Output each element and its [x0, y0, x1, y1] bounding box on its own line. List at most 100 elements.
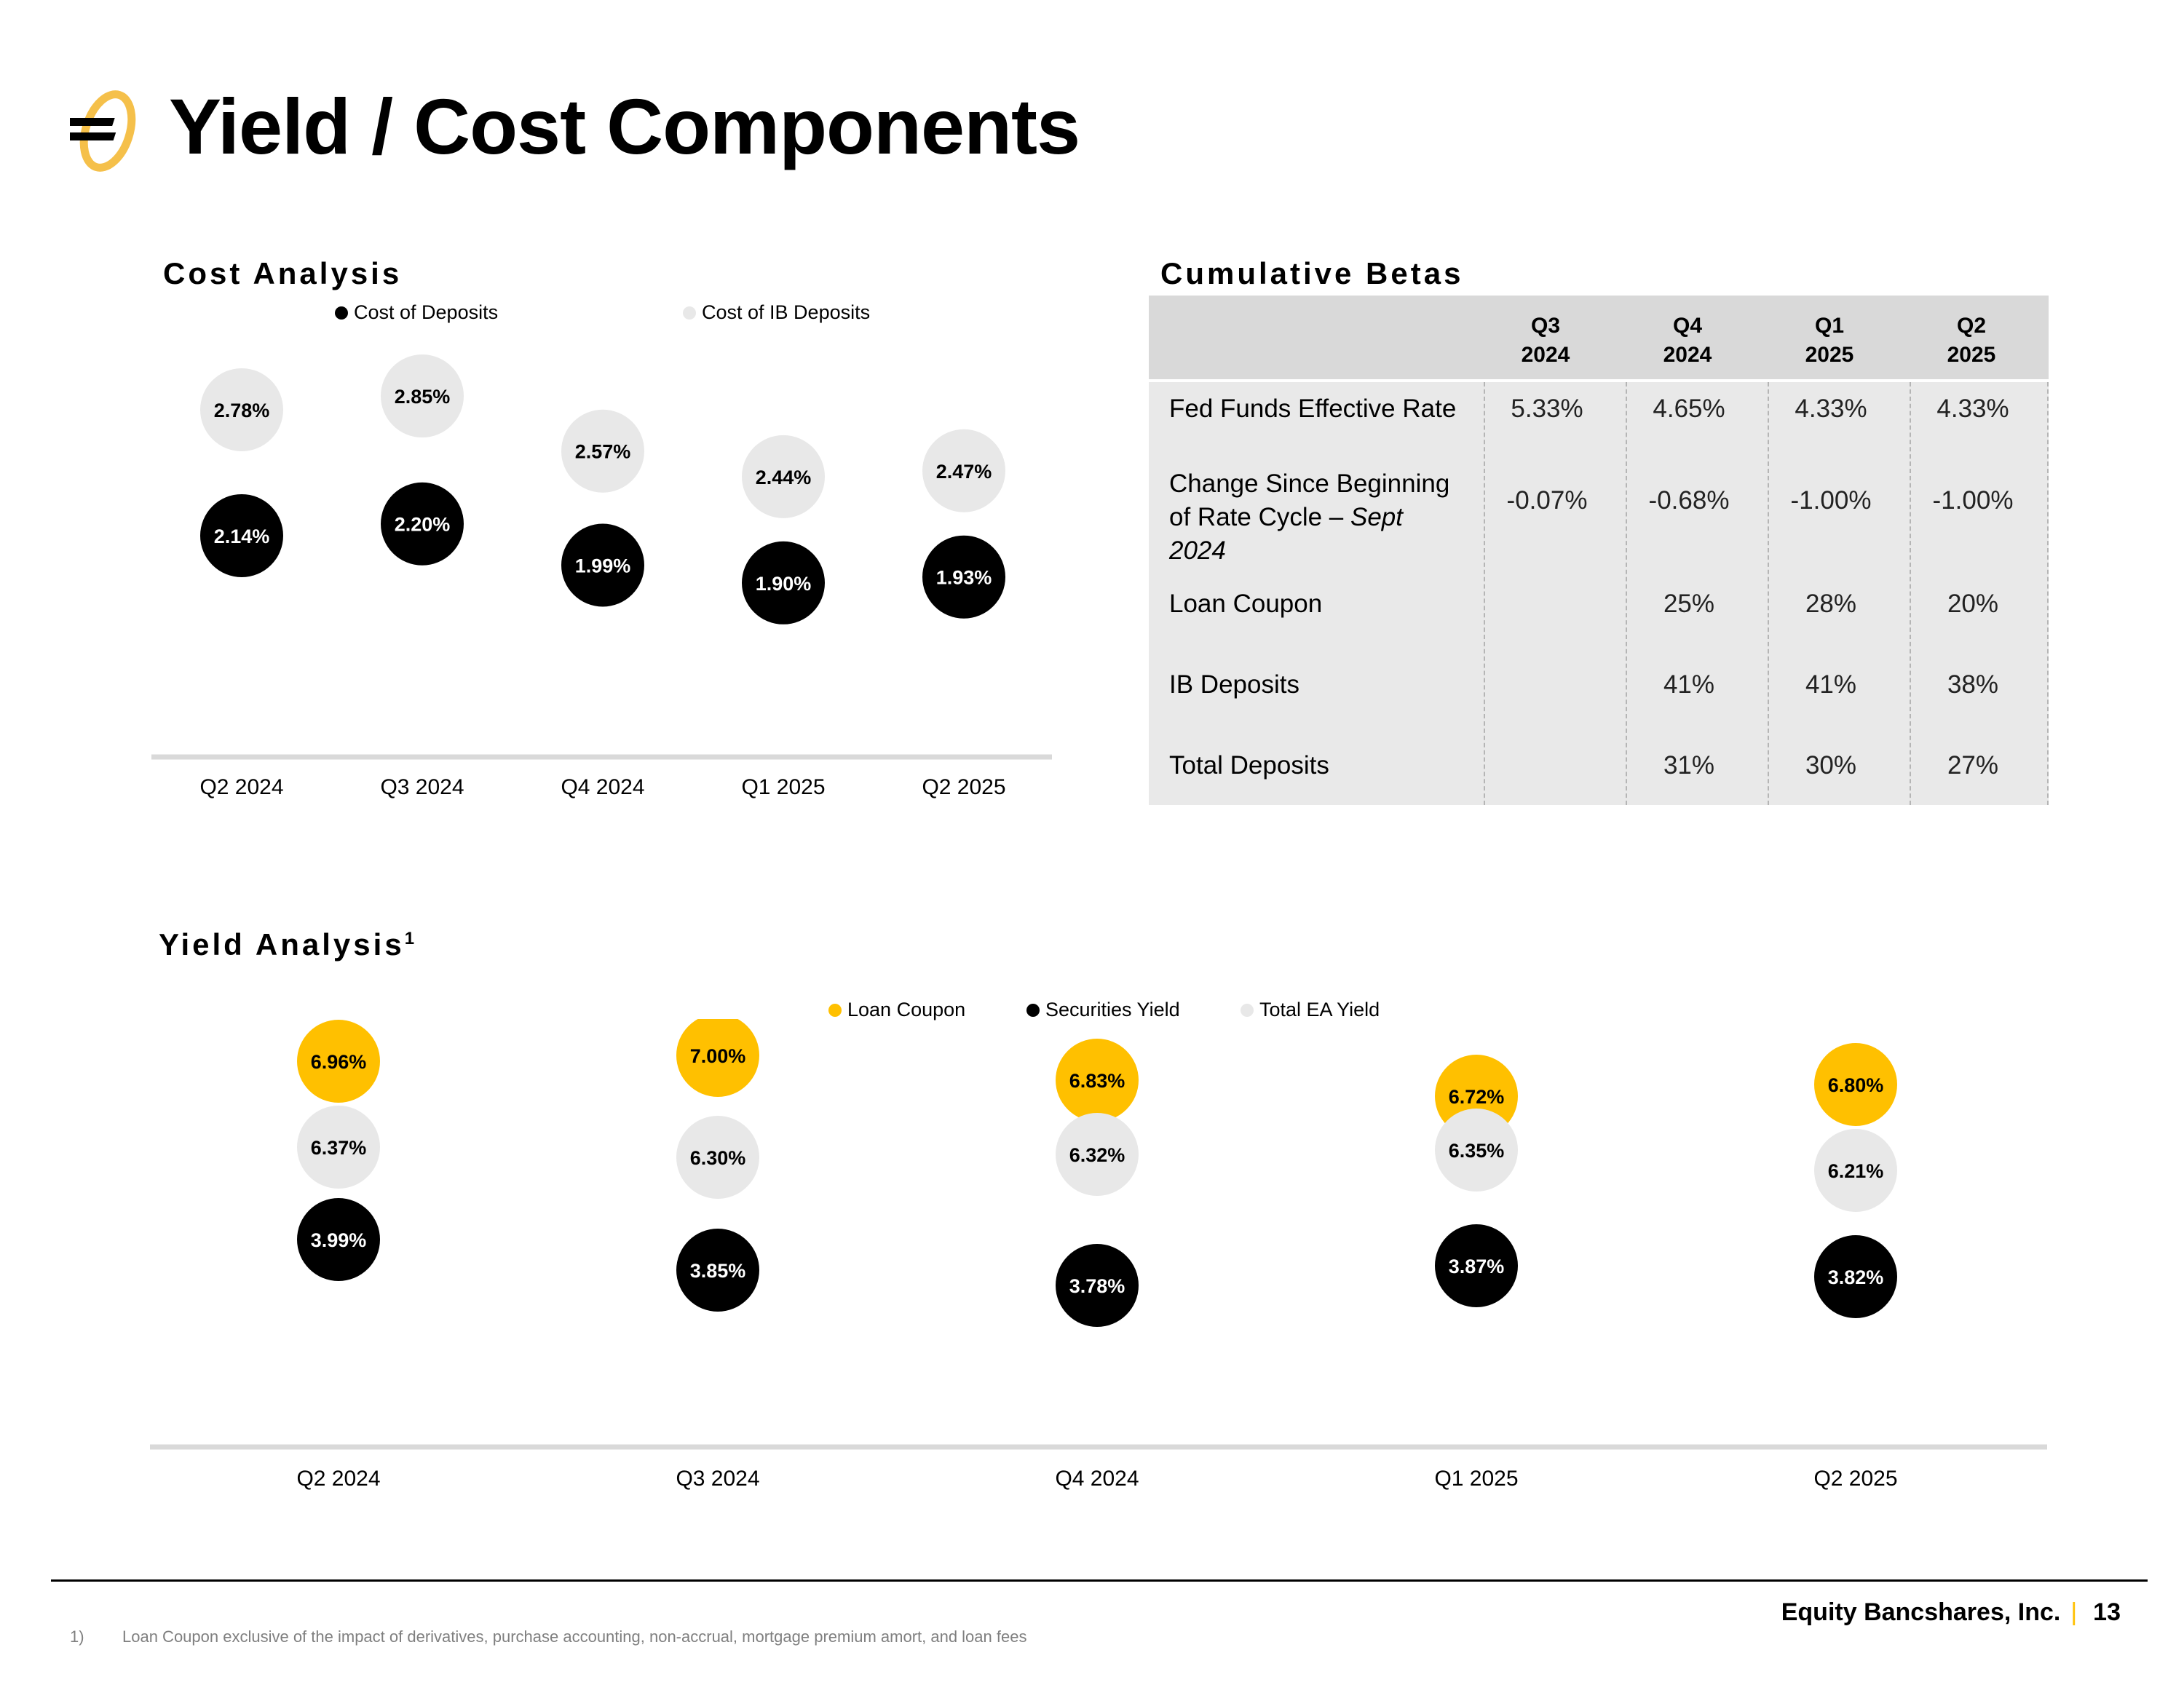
point-total-ea-yield	[1435, 1109, 1518, 1192]
point-cost-of-deposits	[381, 482, 464, 566]
table-cell: 4.33%	[1936, 395, 2009, 423]
column-divider	[2047, 382, 2049, 805]
data-label: 6.35%	[1449, 1140, 1505, 1162]
point-securities-yield	[297, 1198, 380, 1281]
table-cell: 38%	[1947, 670, 1999, 699]
legend-securities-yield: Securities Yield	[1026, 999, 1180, 1021]
footer-separator: |	[2070, 1598, 2078, 1626]
table-cell: -1.00%	[1932, 486, 2014, 515]
data-label: 1.99%	[575, 555, 631, 576]
data-label: 2.57%	[575, 441, 631, 463]
table-cell: -0.07%	[1506, 486, 1588, 515]
cost-analysis-title: Cost Analysis	[163, 256, 403, 290]
data-label: 6.37%	[311, 1137, 367, 1159]
point-total-ea-yield	[676, 1116, 759, 1199]
footer-company: Equity Bancshares, Inc.	[1781, 1598, 2061, 1626]
legend-label: Cost of Deposits	[354, 301, 499, 323]
x-tick-label: Q1 2025	[741, 775, 825, 799]
point-total-ea-yield	[1056, 1113, 1139, 1196]
table-cell: 31%	[1663, 751, 1715, 780]
column-header: Q2 2025	[1947, 314, 1996, 367]
legend-total-ea-yield: Total EA Yield	[1241, 999, 1380, 1021]
point-cost-of-deposits	[922, 535, 1005, 619]
x-tick-label: Q2 2025	[922, 775, 1005, 799]
column-divider	[1768, 382, 1769, 805]
legend-dot-icon	[683, 306, 696, 320]
table-cell: 4.65%	[1653, 395, 1725, 423]
data-label: 3.78%	[1069, 1275, 1125, 1297]
point-securities-yield	[1435, 1224, 1518, 1307]
point-cost-of-ib-deposits	[742, 435, 825, 518]
data-label: 6.80%	[1828, 1074, 1884, 1096]
x-tick-label: Q1 2025	[1434, 1467, 1518, 1491]
table-cell: 25%	[1663, 590, 1715, 618]
table-cell: 4.33%	[1795, 395, 1867, 423]
row-label-total-deposits: Total Deposits	[1169, 751, 1329, 780]
point-cost-of-ib-deposits	[922, 429, 1005, 512]
legend-label: Securities Yield	[1045, 999, 1180, 1020]
x-tick-label: Q3 2024	[380, 775, 464, 799]
table-header: Q3 2024 Q4 2024 Q1 2025 Q2 2025	[1149, 296, 2049, 382]
data-label: 6.72%	[1449, 1086, 1505, 1108]
cumulative-betas-title: Cumulative Betas	[1160, 256, 1464, 290]
point-loan-coupon	[676, 1019, 759, 1097]
data-label: 2.78%	[214, 400, 270, 421]
x-tick-label: Q3 2024	[676, 1467, 759, 1491]
cost-analysis-chart: Q2 2024 Q3 2024 Q4 2024 Q1 2025 Q2 2025 2.14%…	[151, 354, 1052, 799]
point-cost-of-ib-deposits	[200, 368, 283, 451]
data-label: 1.90%	[756, 573, 812, 595]
legend-cost-of-deposits: Cost of Deposits	[335, 301, 498, 324]
equity-bancshares-logo-icon	[70, 90, 136, 172]
column-divider	[1484, 382, 1485, 805]
point-loan-coupon	[297, 1020, 380, 1103]
data-label: 2.85%	[395, 386, 451, 408]
data-label: 3.99%	[311, 1229, 367, 1251]
data-label: 2.14%	[214, 526, 270, 547]
point-loan-coupon	[1056, 1039, 1139, 1122]
page-number: 13	[2093, 1598, 2121, 1626]
point-securities-yield	[676, 1229, 759, 1312]
footer-brand: Equity Bancshares, Inc. | 13	[1781, 1598, 2121, 1627]
data-label: 6.21%	[1828, 1160, 1884, 1182]
legend-label: Cost of IB Deposits	[702, 301, 871, 323]
data-label: 2.47%	[936, 461, 992, 483]
column-header: Q1 2025	[1805, 314, 1854, 367]
column-header: Q4 2024	[1663, 314, 1712, 367]
table-cell: 30%	[1805, 751, 1857, 780]
table-cell: 27%	[1947, 751, 1999, 780]
row-label-loan-coupon: Loan Coupon	[1169, 590, 1323, 618]
legend-dot-icon	[1026, 1003, 1040, 1017]
point-securities-yield	[1814, 1235, 1897, 1318]
x-tick-label: Q4 2024	[1055, 1467, 1139, 1491]
yield-analysis-chart: Q2 2024 Q3 2024 Q4 2024 Q1 2025 Q2 2025 6.96%…	[150, 1019, 2047, 1491]
column-header: Q3 2024	[1521, 314, 1570, 367]
cumulative-betas-table: Q3 2024 Q4 2024 Q1 2025 Q2 2025 Fed Funds Ef…	[1149, 296, 2049, 805]
point-cost-of-ib-deposits	[561, 409, 644, 493]
table-cell: 28%	[1805, 590, 1857, 618]
row-label-ib-deposits: IB Deposits	[1169, 670, 1299, 699]
legend-dot-icon	[828, 1003, 842, 1017]
point-loan-coupon	[1814, 1043, 1897, 1126]
data-label: 3.87%	[1449, 1256, 1505, 1277]
point-cost-of-deposits	[561, 523, 644, 607]
data-label: 6.30%	[690, 1147, 746, 1169]
row-label-fed-funds: Fed Funds Effective Rate	[1169, 395, 1457, 423]
data-label: 3.85%	[690, 1260, 746, 1282]
x-tick-label: Q2 2024	[199, 775, 283, 799]
table-cell: 5.33%	[1511, 395, 1583, 423]
x-tick-label: Q2 2024	[296, 1467, 380, 1491]
point-cost-of-deposits	[200, 493, 283, 577]
point-total-ea-yield	[1814, 1129, 1897, 1212]
data-label: 3.82%	[1828, 1266, 1884, 1288]
x-tick-label: Q4 2024	[561, 775, 644, 799]
row-label-change-since-beginning: Change Since Beginning of Rate Cycle – Se…	[1169, 469, 1450, 565]
legend-label: Total EA Yield	[1259, 999, 1380, 1020]
data-label: 2.44%	[756, 467, 812, 488]
data-label: 1.93%	[936, 567, 992, 589]
legend-label: Loan Coupon	[847, 999, 966, 1020]
footer-divider	[51, 1579, 2148, 1582]
point-total-ea-yield	[297, 1106, 380, 1189]
data-label: 6.96%	[311, 1051, 367, 1073]
legend-dot-icon	[335, 306, 348, 320]
footnote-number: 1)	[70, 1627, 84, 1646]
